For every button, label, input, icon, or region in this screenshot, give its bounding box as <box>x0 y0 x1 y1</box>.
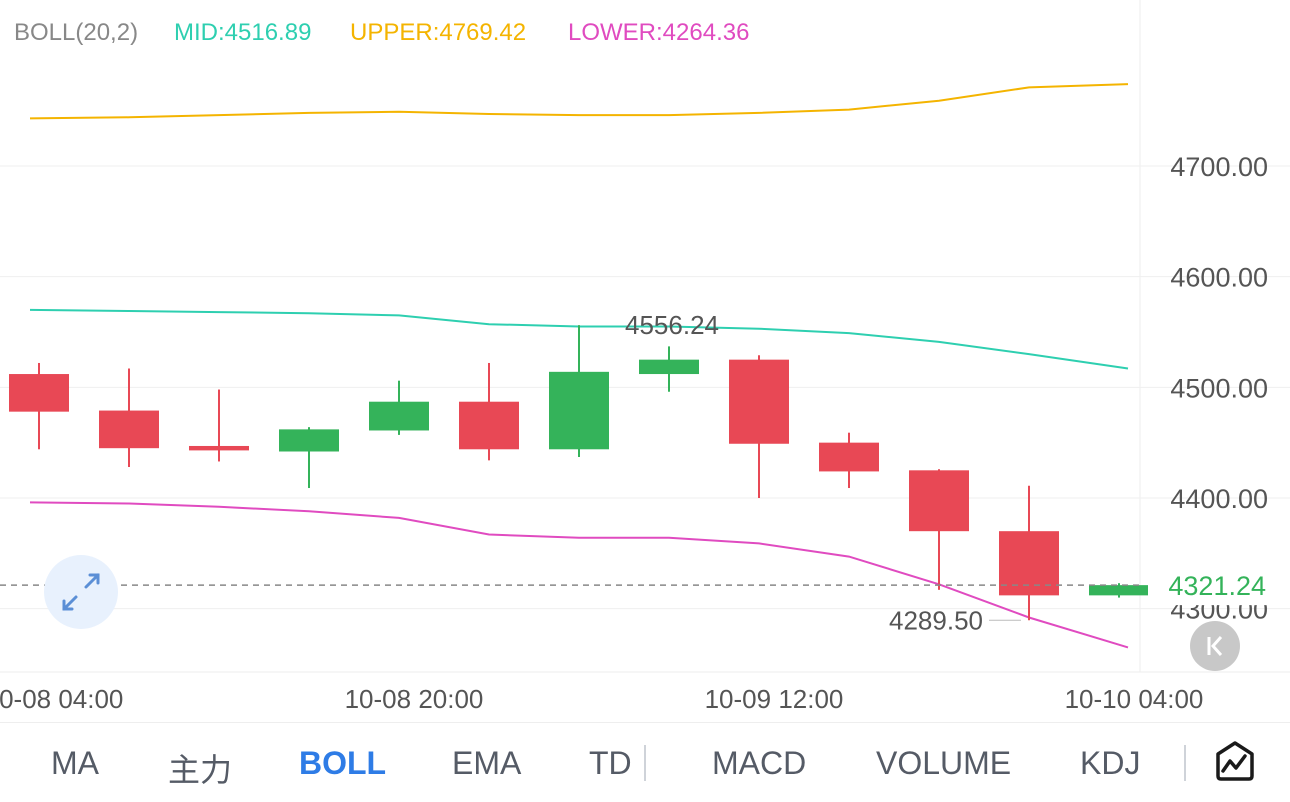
kline-chart-icon[interactable] <box>1214 740 1256 782</box>
candle-down <box>729 359 789 444</box>
tab-main-force[interactable]: 主力 <box>168 752 233 788</box>
tab-td[interactable]: TD <box>589 745 632 781</box>
scroll-to-latest-icon <box>1207 636 1223 656</box>
indicator-tabs: MA 主力 BOLL EMA TD MACD VOLUME KDJ <box>0 722 1290 802</box>
tab-divider <box>644 745 646 781</box>
upper-label: UPPER:4769.42 <box>350 19 526 46</box>
scroll-to-latest-button[interactable] <box>1190 621 1240 671</box>
x-tick-label: 10-10 04:00 <box>1065 684 1204 714</box>
tab-volume[interactable]: VOLUME <box>876 745 1012 781</box>
candle-up <box>279 429 339 452</box>
candle-up <box>1089 585 1149 596</box>
tab-ema[interactable]: EMA <box>452 745 522 781</box>
max-price-label: 4556.24 <box>625 310 719 340</box>
candle-up <box>639 359 699 375</box>
lower-label: LOWER:4264.36 <box>568 19 749 46</box>
x-tick-label: 10-08 04:00 <box>0 684 123 714</box>
y-tick-label: 4600.00 <box>1170 263 1268 293</box>
tab-ma[interactable]: MA <box>51 745 99 781</box>
candle-down <box>189 445 249 451</box>
candle-down <box>819 442 879 472</box>
min-price-label: 4289.50 <box>889 605 983 635</box>
candle-up <box>549 371 609 450</box>
mid-label: MID:4516.89 <box>174 19 311 46</box>
last-price-label: 4321.24 <box>1168 571 1266 601</box>
expand-button[interactable] <box>44 555 118 629</box>
tab-divider <box>1184 745 1186 781</box>
x-tick-label: 10-09 12:00 <box>705 684 844 714</box>
y-tick-label: 4400.00 <box>1170 484 1268 514</box>
tab-kdj[interactable]: KDJ <box>1080 745 1141 781</box>
candle-down <box>9 374 69 412</box>
candle-down <box>909 470 969 532</box>
tab-boll[interactable]: BOLL <box>299 745 387 781</box>
indicator-label: BOLL(20,2) <box>14 19 138 46</box>
upper-band-line <box>29 83 1129 120</box>
x-tick-label: 10-08 20:00 <box>345 684 484 714</box>
y-tick-label: 4500.00 <box>1170 373 1268 403</box>
candle-down <box>99 410 159 449</box>
tab-macd[interactable]: MACD <box>712 745 807 781</box>
y-tick-label: 4700.00 <box>1170 152 1268 182</box>
expand-arrows-icon <box>62 573 100 611</box>
candle-up <box>369 401 429 431</box>
last-price-badge <box>1148 565 1274 606</box>
candle-down <box>459 401 519 450</box>
